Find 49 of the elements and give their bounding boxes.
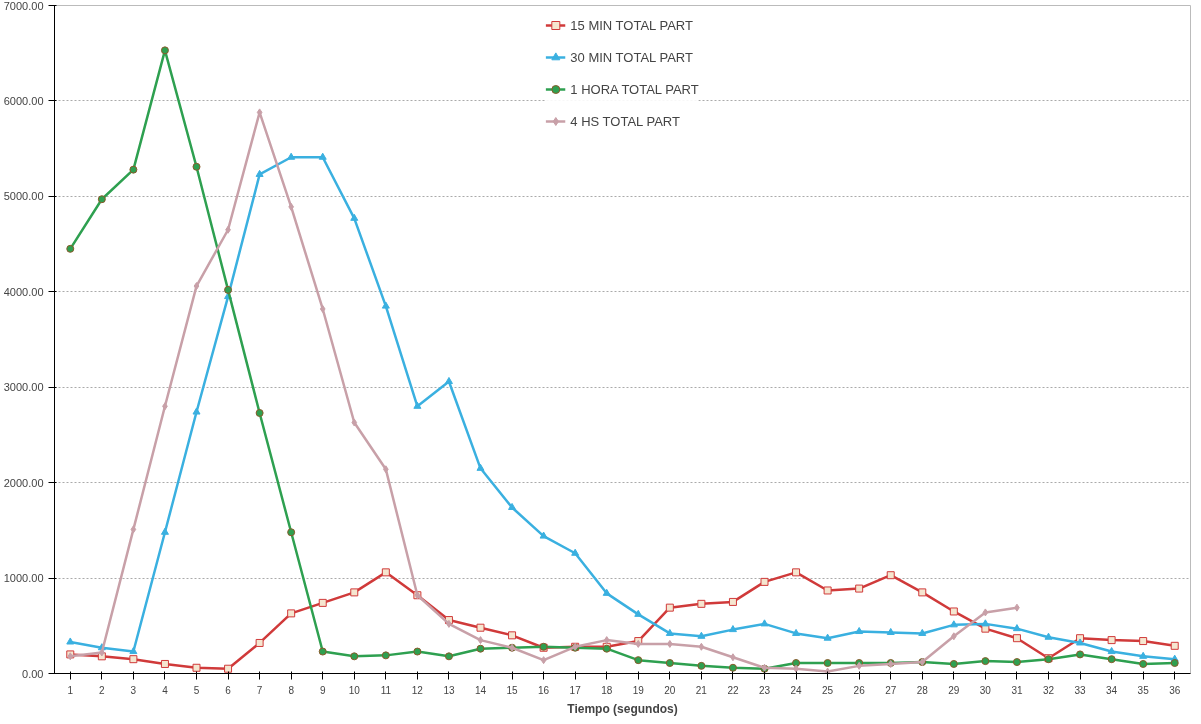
x-tick-label: 35 [1137, 684, 1150, 696]
x-tick-label: 1 [67, 684, 74, 696]
x-tick-label: 17 [569, 684, 582, 696]
x-tick-label: 31 [1011, 684, 1023, 696]
y-tick-label: 1000.00 [3, 572, 44, 585]
x-axis-title: Tiempo (segundos) [567, 701, 678, 716]
y-tick-label: 3000.00 [3, 381, 44, 394]
legend-label: 1 HORA TOTAL PART [570, 81, 699, 97]
x-tick-label: 29 [948, 684, 960, 696]
x-tick-label: 9 [319, 684, 326, 696]
x-tick-label: 10 [348, 684, 361, 696]
x-tick-label: 14 [474, 684, 487, 696]
legend-label: 15 MIN TOTAL PART [570, 17, 693, 33]
x-tick-label: 18 [601, 684, 613, 696]
x-tick-label: 11 [380, 684, 392, 696]
x-tick-label: 5 [193, 684, 200, 696]
x-tick-label: 19 [632, 684, 645, 696]
x-tick-label: 34 [1106, 684, 1118, 696]
x-tick-label: 25 [822, 684, 834, 696]
y-tick-label: 5000.00 [3, 190, 44, 203]
y-tick-label: 4000.00 [3, 285, 44, 298]
x-tick-label: 36 [1169, 684, 1181, 696]
y-tick-label: 2000.00 [3, 476, 44, 489]
x-tick-label: 20 [664, 684, 676, 696]
legend-label: 4 HS TOTAL PART [570, 113, 680, 129]
x-tick-label: 3 [130, 684, 137, 696]
x-tick-label: 32 [1042, 684, 1055, 696]
x-tick-label: 13 [443, 684, 455, 696]
x-tick-label: 15 [506, 684, 519, 696]
x-tick-label: 24 [790, 684, 803, 696]
x-tick-label: 23 [758, 684, 771, 696]
x-tick-label: 2 [99, 684, 106, 696]
x-tick-label: 4 [162, 684, 169, 696]
legend-label: 30 MIN TOTAL PART [570, 49, 693, 65]
x-tick-label: 33 [1074, 684, 1087, 696]
x-tick-label: 12 [411, 684, 424, 696]
x-tick-label: 26 [853, 684, 866, 696]
x-tick-label: 16 [538, 684, 550, 696]
y-tick-label: 0.00 [22, 667, 44, 680]
x-tick-label: 30 [979, 684, 992, 696]
y-tick-label: 6000.00 [3, 94, 44, 107]
x-tick-label: 8 [288, 684, 295, 696]
x-tick-label: 27 [885, 684, 897, 696]
y-tick-label: 7000.00 [3, 0, 44, 12]
x-tick-label: 7 [256, 684, 263, 696]
x-tick-label: 21 [695, 684, 708, 696]
x-tick-label: 22 [727, 684, 739, 696]
x-tick-label: 6 [225, 684, 232, 696]
x-tick-label: 28 [916, 684, 929, 696]
